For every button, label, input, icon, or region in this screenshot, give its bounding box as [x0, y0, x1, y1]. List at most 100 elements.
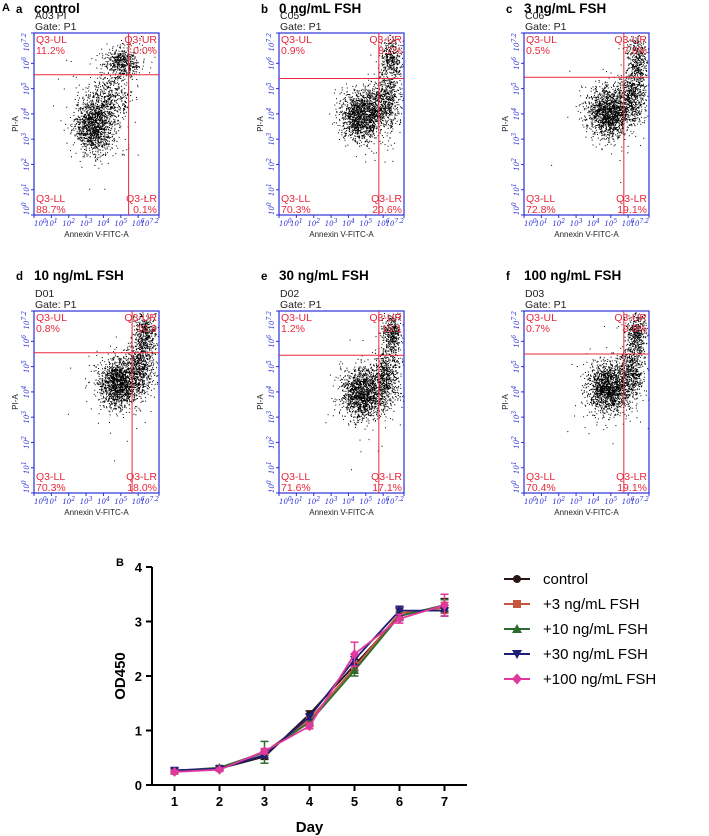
y-tick-label: 4	[135, 560, 143, 575]
y-tick-label: 103	[21, 411, 31, 424]
legend-item: control	[504, 571, 588, 588]
gate-label: Gate: P1	[35, 21, 77, 33]
x-tick-label: 1	[171, 794, 178, 809]
legend-item: +10 ng/mL FSH	[504, 621, 648, 638]
y-tick-label: 106	[511, 335, 521, 348]
legend-item: +30 ng/mL FSH	[504, 646, 648, 663]
quadrant-lr-value: 19.1%	[617, 204, 647, 216]
gate-label: Gate: P1	[280, 21, 322, 33]
quadrant-ll-label: Q3-LL	[36, 471, 65, 483]
quadrant-ll-value: 70.3%	[281, 204, 311, 216]
y-tick-label: 105	[266, 360, 276, 373]
x-tick-label: 106	[377, 218, 390, 228]
x-tick-label: 106	[132, 496, 145, 506]
y-tick-label: 100	[21, 202, 31, 215]
legend-marker	[513, 600, 521, 608]
subpanel-title: control	[34, 1, 80, 16]
series-2	[170, 598, 449, 775]
subpanel-letter: e	[261, 271, 267, 283]
y-tick-label: 105	[511, 82, 521, 95]
quadrant-ul-label: Q3-UL	[526, 34, 557, 46]
legend-item: +100 ng/mL FSH	[504, 671, 656, 688]
legend-label: +10 ng/mL FSH	[543, 621, 648, 638]
quadrant-lr-value: 0.1%	[133, 204, 157, 216]
data-point	[350, 666, 359, 675]
quadrant-lr-label: Q3-LR	[371, 193, 402, 205]
y-tick-label: 102	[21, 158, 31, 171]
y-tick-label: 105	[511, 360, 521, 373]
x-tick-label: 106	[377, 496, 390, 506]
quadrant-ul-label: Q3-UL	[526, 312, 557, 324]
legend-marker	[512, 673, 522, 685]
x-tick-label: 104	[587, 218, 600, 228]
y-tick-label: 102	[21, 436, 31, 449]
quadrant-lr-label: Q3-LR	[616, 471, 647, 483]
legend-label: control	[543, 571, 588, 588]
y-tick-label: 104	[266, 107, 276, 120]
subpanel-title: 10 ng/mL FSH	[34, 268, 124, 283]
event-cluster	[375, 312, 404, 374]
legend-label: +3 ng/mL FSH	[543, 596, 640, 613]
x-tick-label: 105	[114, 218, 127, 228]
series-0	[170, 597, 449, 775]
y-tick-label: 107.2	[21, 33, 31, 52]
y-tick-label: 103	[266, 411, 276, 424]
y-tick-label: 103	[511, 133, 521, 146]
x-tick-label: 107.2	[631, 218, 650, 228]
y-tick-label: 3	[135, 615, 142, 630]
y-axis-title: PI-A	[11, 116, 20, 132]
y-tick-label: 107.2	[266, 33, 276, 52]
y-tick-label: 100	[511, 202, 521, 215]
quadrant-ul-label: Q3-UL	[281, 312, 312, 324]
quadrant-ul-value: 1.2%	[281, 323, 305, 335]
x-tick-label: 3	[261, 794, 268, 809]
y-tick-label: 106	[511, 57, 521, 70]
gate-label: Gate: P1	[525, 21, 567, 33]
sample-id: A03 PI	[35, 10, 67, 22]
quadrant-ur-label: Q3-UR	[124, 312, 157, 324]
subpanel-title: 100 ng/mL FSH	[524, 268, 621, 283]
subpanel-title: 30 ng/mL FSH	[279, 268, 369, 283]
series-4	[170, 593, 449, 777]
quadrant-ll-value: 70.3%	[36, 482, 66, 494]
x-tick-label: 107.2	[386, 218, 405, 228]
y-tick-label: 101	[266, 461, 276, 474]
y-axis-title: PI-A	[256, 116, 265, 132]
y-axis-title: PI-A	[256, 394, 265, 410]
quadrant-ur-value: 9.8%	[623, 323, 647, 335]
y-axis-title: PI-A	[501, 116, 510, 132]
x-tick-label: 107.2	[141, 218, 160, 228]
subpanel-title: 3 ng/mL FSH	[524, 1, 606, 16]
x-tick-label: 103	[570, 496, 583, 506]
x-tick-label: 104	[587, 496, 600, 506]
x-tick-label: 107.2	[386, 496, 405, 506]
event-cluster	[606, 325, 650, 445]
quadrant-ur-value: 7.6%	[623, 45, 647, 57]
quadrant-ur-label: Q3-UR	[124, 34, 157, 46]
quadrant-lr-value: 18.0%	[127, 482, 157, 494]
data-point	[350, 649, 359, 660]
y-tick-label: 105	[266, 82, 276, 95]
quadrant-ur-value: 0.0%	[133, 45, 157, 57]
x-tick-label: 102	[307, 496, 320, 506]
y-tick-label: 106	[266, 335, 276, 348]
quadrant-ul-label: Q3-UL	[36, 312, 67, 324]
event-dots	[53, 36, 156, 198]
quadrant-lr-value: 17.1%	[372, 482, 402, 494]
y-tick-label: 102	[511, 158, 521, 171]
event-dots	[67, 312, 159, 462]
y-tick-label: 103	[266, 133, 276, 146]
plot-frame	[33, 310, 160, 494]
x-axis-title: Annexin V-FITC-A	[554, 508, 619, 517]
series-line	[174, 604, 445, 772]
legend-label: +30 ng/mL FSH	[543, 646, 648, 663]
y-tick-label: 101	[21, 183, 31, 196]
quadrant-ll-value: 88.7%	[36, 204, 66, 216]
x-tick-label: 7	[441, 794, 448, 809]
event-cluster	[110, 322, 159, 434]
